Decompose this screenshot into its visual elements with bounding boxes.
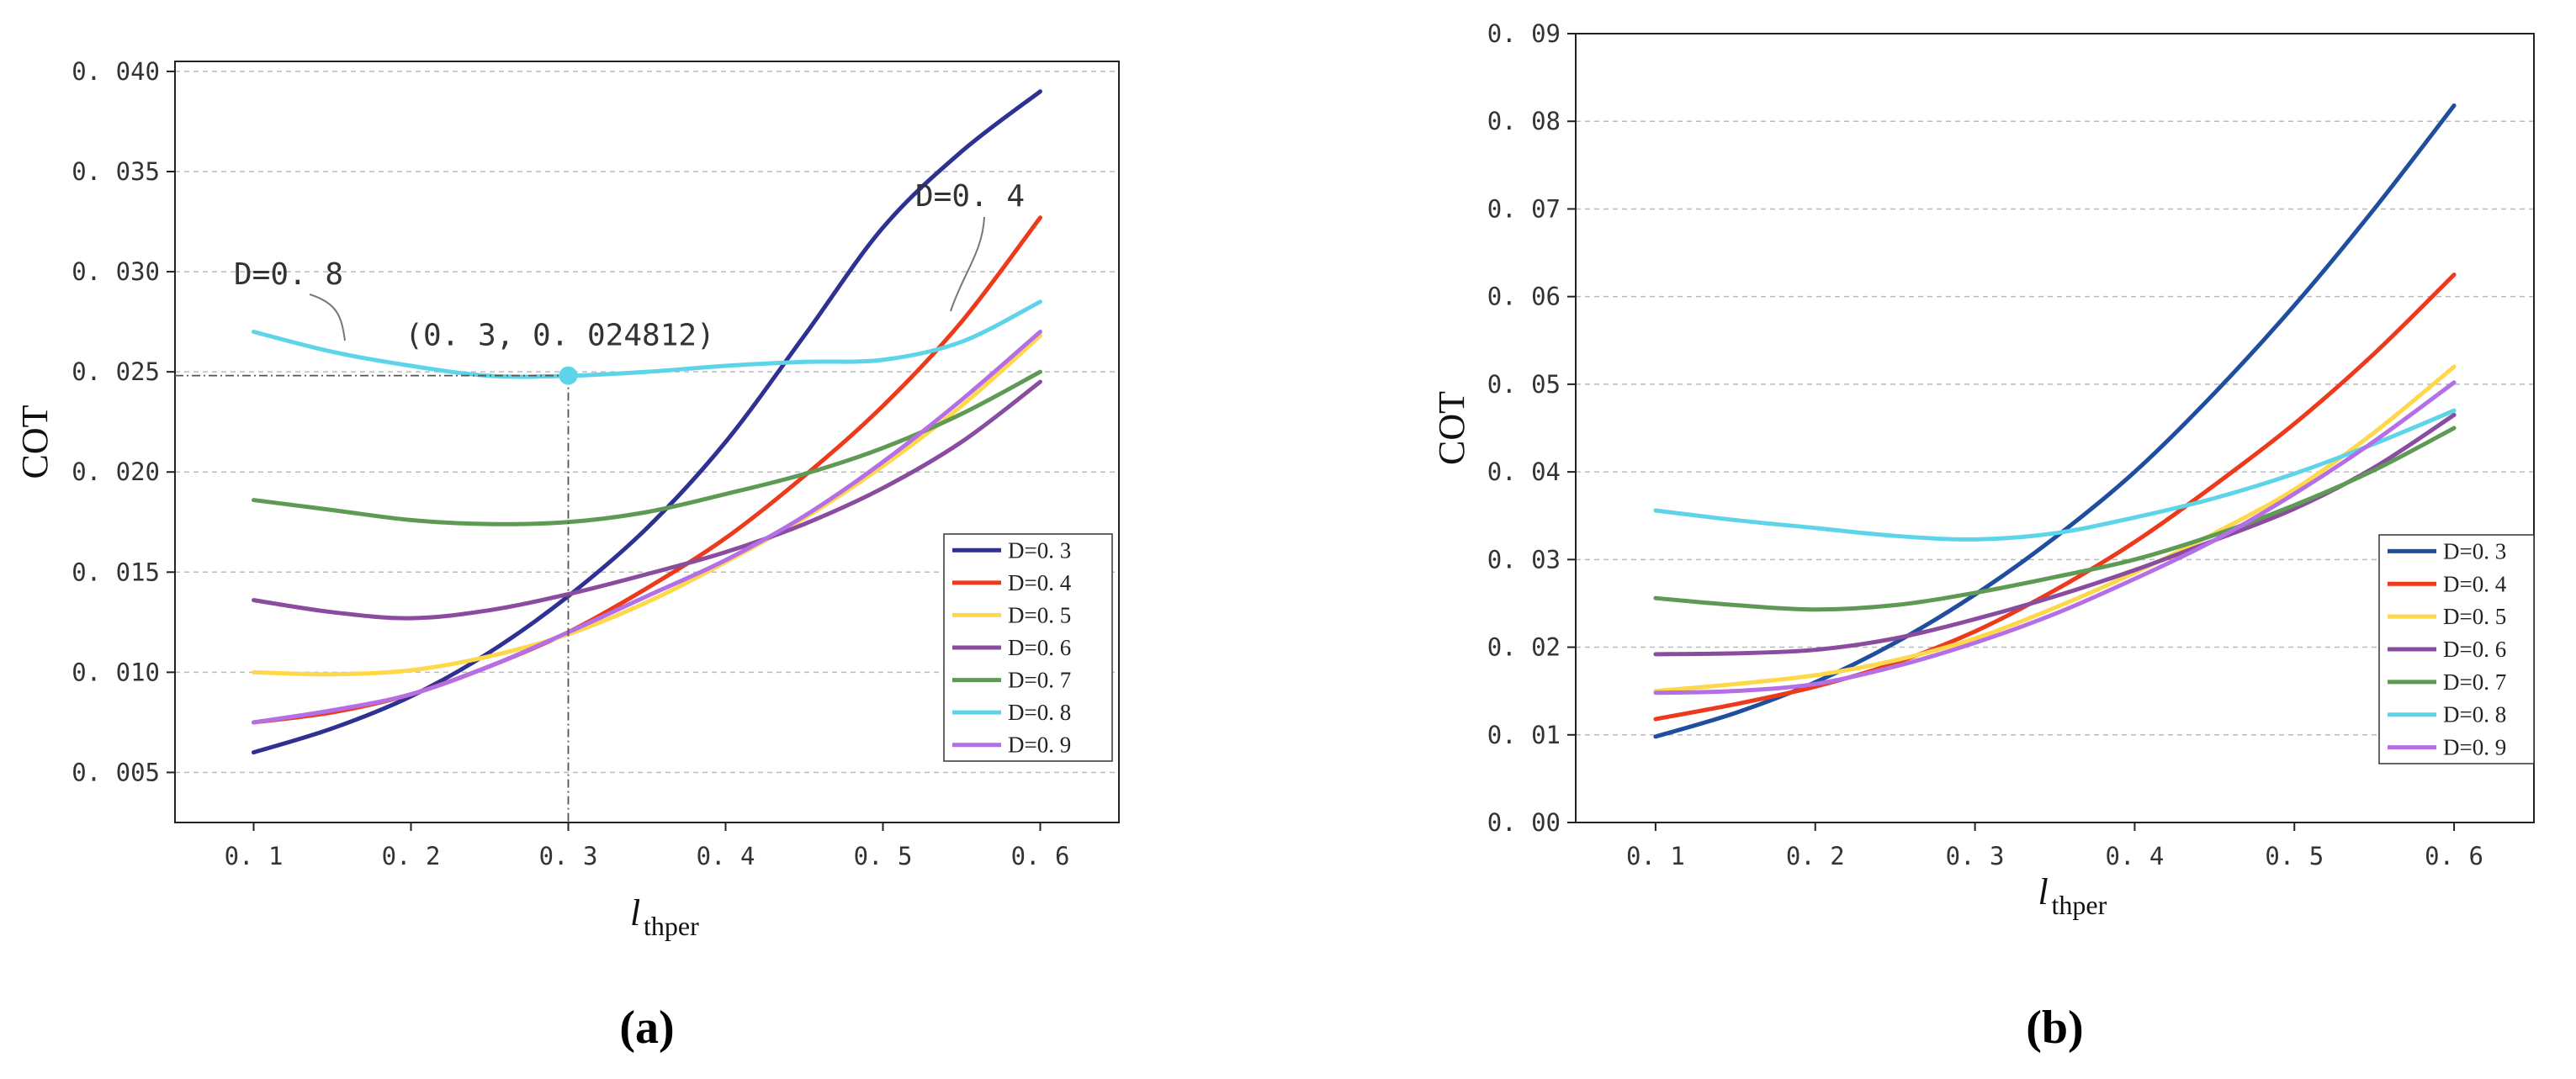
x-tick-label: 0. 1 (225, 842, 284, 870)
legend: D=0. 3 D=0. 4 D=0. 5 D=0. 6 D=0. 7 D=0. 8 D=0.… (2378, 534, 2535, 764)
x-axis-label: l (2038, 871, 2049, 912)
x-tick-label: 0. 5 (854, 842, 913, 870)
y-tick-label: 0. 07 (1487, 194, 1561, 223)
series-line-2 (1653, 272, 2457, 722)
legend-label: D=0. 9 (1008, 733, 1071, 758)
x-axis-label-subscript: thper (644, 911, 699, 941)
y-tick-label: 0. 04 (1487, 458, 1561, 486)
y-tick-label: 0. 030 (72, 257, 160, 286)
x-tick-label: 0. 4 (2105, 842, 2164, 870)
y-tick-label: 0. 040 (72, 57, 160, 86)
y-tick-label: 0. 09 (1487, 19, 1561, 48)
annotation-d08: D=0. 8 (234, 257, 343, 292)
y-tick-label: 0. 015 (72, 558, 160, 586)
highlight-point (559, 366, 578, 385)
point-annotation: (0. 3, 0. 024812) (405, 319, 714, 353)
x-tick-label: 0. 3 (539, 842, 598, 870)
y-axis-label: COT (1431, 391, 1472, 465)
y-tick-label: 0. 005 (72, 758, 160, 786)
y-tick-label: 0. 00 (1487, 808, 1561, 837)
y-tick-label: 0. 02 (1487, 633, 1561, 662)
x-axis-label-subscript: thper (2052, 890, 2107, 920)
y-tick-label: 0. 025 (72, 357, 160, 386)
x-tick-label: 0. 2 (382, 842, 441, 870)
legend-label: D=0. 8 (1008, 700, 1071, 725)
x-tick-label: 0. 5 (2265, 842, 2324, 870)
y-axis-label: COT (14, 405, 56, 479)
panel-label: (b) (2026, 1002, 2083, 1054)
annotation-d04: D=0. 4 (915, 179, 1025, 214)
panel-label: (a) (619, 1002, 674, 1054)
series-line-7 (1653, 380, 2457, 696)
x-tick-label: 0. 2 (1786, 842, 1845, 870)
x-axis-label: l (630, 892, 640, 934)
legend-label: D=0. 4 (2443, 571, 2507, 596)
series-line-6 (1653, 408, 2457, 542)
legend-label: D=0. 5 (2443, 604, 2506, 629)
series-line-3 (252, 333, 1042, 677)
series-line-5 (252, 369, 1042, 526)
y-tick-label: 0. 05 (1487, 370, 1561, 399)
x-tick-label: 0. 6 (1011, 842, 1070, 870)
legend-label: D=0. 5 (1008, 602, 1071, 627)
x-tick-label: 0. 4 (697, 842, 755, 870)
series-line-5 (1653, 426, 2457, 612)
y-tick-label: 0. 01 (1487, 721, 1561, 749)
x-tick-label: 0. 6 (2425, 842, 2483, 870)
series-line-4 (252, 379, 1042, 621)
legend-label: D=0. 6 (1008, 635, 1071, 660)
y-tick-label: 0. 035 (72, 157, 160, 186)
plot-frame (174, 61, 1120, 823)
x-tick-label: 0. 3 (1946, 842, 2005, 870)
series-line-3 (1653, 364, 2457, 694)
annotation-d04-leader (950, 216, 985, 312)
legend-label: D=0. 4 (1008, 570, 1072, 595)
series-line-6 (252, 299, 1042, 379)
y-tick-label: 0. 08 (1487, 107, 1561, 135)
series-line-1 (252, 89, 1042, 755)
series-line-7 (252, 330, 1042, 725)
series-line-2 (252, 215, 1042, 725)
plot-frame (1575, 33, 2535, 823)
legend: D=0. 3 D=0. 4 D=0. 5 D=0. 6 D=0. 7 D=0. 8 D=0.… (943, 533, 1113, 762)
y-tick-label: 0. 06 (1487, 283, 1561, 311)
legend-label: D=0. 9 (2443, 735, 2506, 760)
panel-b: 0. 00 0. 01 0. 02 0. 03 0. 04 0. 05 0. 06 0. 07… (1431, 19, 2535, 1054)
legend-label: D=0. 8 (2443, 702, 2506, 727)
y-tick-label: 0. 020 (72, 458, 160, 486)
legend-label: D=0. 7 (1008, 668, 1071, 693)
x-tick-label: 0. 1 (1626, 842, 1685, 870)
y-tick-label: 0. 03 (1487, 545, 1561, 574)
y-tick-label: 0. 010 (72, 658, 160, 686)
legend-label: D=0. 3 (2443, 538, 2506, 563)
legend-label: D=0. 7 (2443, 669, 2506, 695)
annotation-d08-leader (309, 294, 346, 341)
legend-label: D=0. 6 (2443, 637, 2506, 662)
panel-a: 0. 005 0. 010 0. 015 0. 020 0. 025 0. 030 0. 0… (14, 57, 1120, 1054)
legend-label: D=0. 3 (1008, 537, 1071, 563)
series-line-1 (1653, 103, 2457, 739)
